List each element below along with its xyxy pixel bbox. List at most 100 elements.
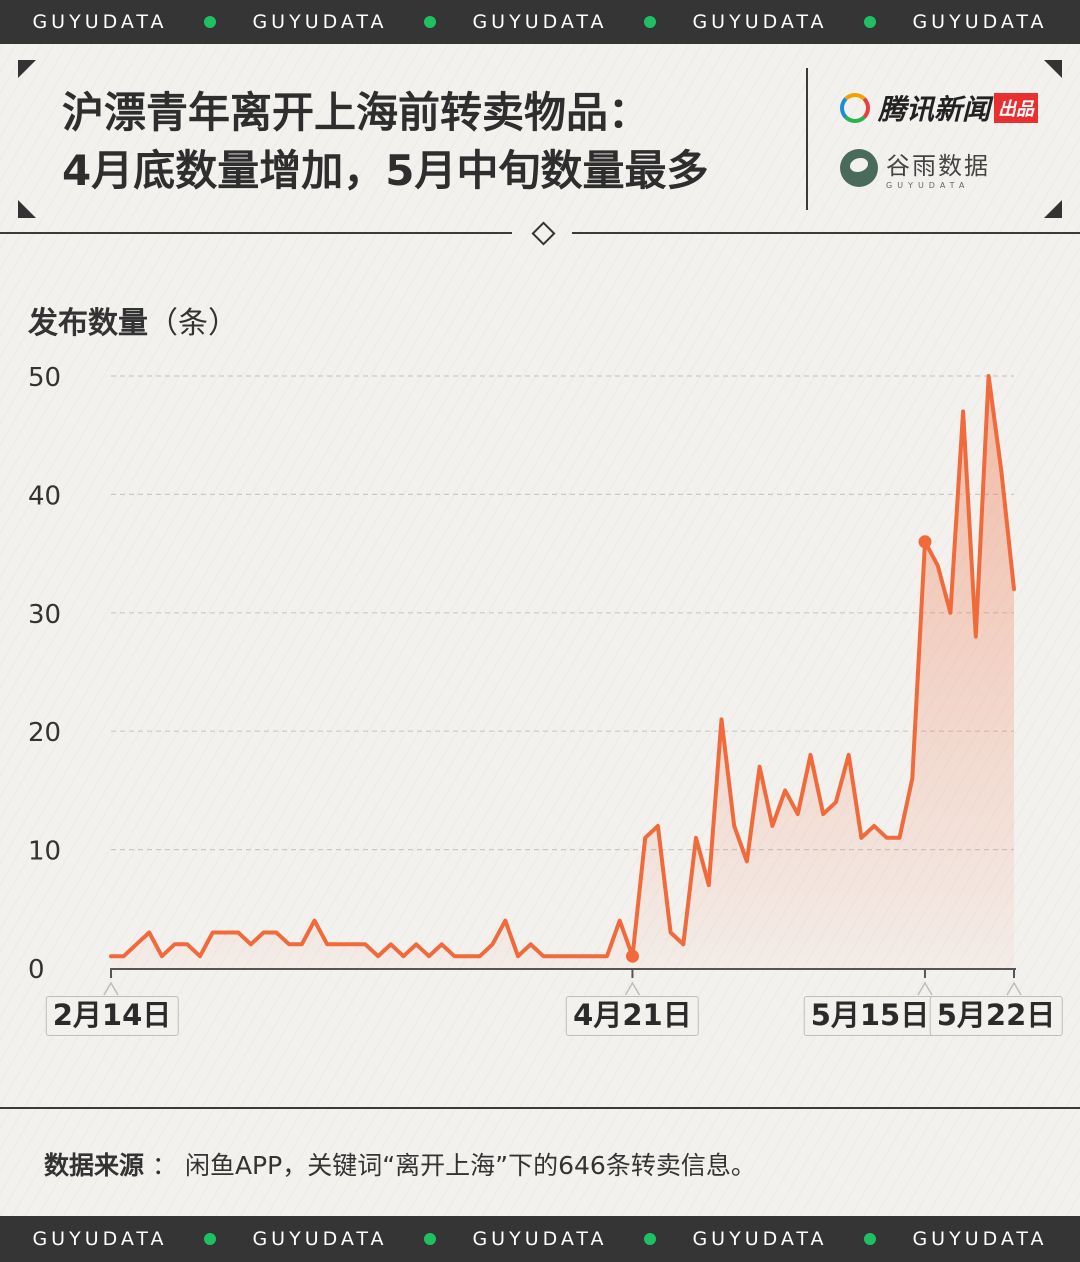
data-point — [783, 788, 787, 792]
data-point — [821, 812, 825, 816]
corner-mark — [1044, 60, 1062, 78]
publisher2-name: 谷雨数据 — [886, 152, 990, 180]
section-divider-left — [0, 232, 512, 234]
brand-band-text: GUYUDATA — [912, 1228, 1048, 1250]
y-tick-label: 20 — [28, 718, 61, 748]
corner-mark — [18, 60, 36, 78]
header-divider — [806, 68, 808, 210]
data-point — [465, 954, 469, 958]
footer-divider — [0, 1107, 1080, 1109]
area-fill — [111, 376, 1014, 968]
brand-band-dot — [424, 16, 436, 28]
data-source: 数据来源 ： 闲鱼APP，关键词“离开上海”下的646条转卖信息。 — [44, 1146, 756, 1182]
data-point — [732, 824, 736, 828]
data-point — [745, 859, 749, 863]
x-label-pointer — [624, 981, 641, 996]
brand-band-text: GUYUDATA — [472, 11, 608, 33]
top-brand-band: GUYUDATA GUYUDATA GUYUDATA GUYUDATA GUYU… — [0, 0, 1080, 44]
publisher-guyu-data: 谷雨数据 GUYUDATA — [840, 146, 990, 190]
data-point — [770, 824, 774, 828]
brand-band-text: GUYUDATA — [692, 1228, 828, 1250]
publisher-tencent-news: 腾讯新闻 出品 — [840, 88, 1039, 128]
brand-band-text: GUYUDATA — [692, 11, 828, 33]
data-point — [134, 942, 138, 946]
brand-band-dot — [204, 1233, 216, 1245]
publisher1-name: 腾讯新闻 — [878, 93, 991, 126]
data-point — [987, 374, 991, 378]
bottom-brand-band: GUYUDATA GUYUDATA GUYUDATA GUYUDATA GUYU… — [0, 1216, 1080, 1262]
header: 沪漂青年离开上海前转卖物品： 4月底数量增加，5月中旬数量最多 腾讯新闻 出品 … — [0, 44, 1080, 234]
chart-title: 沪漂青年离开上海前转卖物品： 4月底数量增加，5月中旬数量最多 — [62, 84, 802, 200]
data-point — [249, 942, 253, 946]
brand-band-text: GUYUDATA — [912, 11, 1048, 33]
data-point — [236, 931, 240, 935]
highlight-point — [918, 535, 932, 549]
x-label-pointer — [1006, 981, 1022, 996]
data-point — [694, 836, 698, 840]
data-point — [185, 942, 189, 946]
data-point — [122, 954, 126, 958]
x-tick-label: 5月15日 — [803, 996, 937, 1036]
data-point — [1012, 587, 1016, 591]
title-line-2: 4月底数量增加，5月中旬数量最多 — [62, 146, 709, 195]
data-point — [262, 931, 266, 935]
data-point — [834, 800, 838, 804]
data-point — [402, 954, 406, 958]
data-point — [224, 931, 228, 935]
y-tick-label: 30 — [28, 600, 61, 630]
data-point — [847, 753, 851, 757]
data-point — [503, 919, 507, 923]
data-point — [936, 563, 940, 567]
data-point — [427, 954, 431, 958]
data-point — [529, 942, 533, 946]
brand-band-dot — [644, 16, 656, 28]
brand-band-text: GUYUDATA — [252, 11, 388, 33]
data-point — [351, 942, 355, 946]
data-point — [274, 931, 278, 935]
source-text: 闲鱼APP，关键词“离开上海”下的646条转卖信息。 — [184, 1151, 756, 1180]
data-point — [414, 942, 418, 946]
x-tick-label: 5月22日 — [929, 996, 1063, 1036]
data-point — [173, 942, 177, 946]
data-point — [580, 954, 584, 958]
data-point — [363, 942, 367, 946]
data-point — [376, 954, 380, 958]
data-point — [999, 469, 1003, 473]
brand-band-text: GUYUDATA — [32, 11, 168, 33]
y-tick-label: 10 — [28, 837, 61, 867]
y-axis-title: 发布数量（条） — [28, 298, 238, 342]
guyu-bird-logo-icon — [840, 149, 878, 187]
brand-band-dot — [644, 1233, 656, 1245]
data-point — [618, 919, 622, 923]
data-point — [211, 931, 215, 935]
data-point — [961, 410, 965, 414]
brand-band-text: GUYUDATA — [252, 1228, 388, 1250]
y-tick-label: 50 — [28, 363, 61, 393]
tencent-news-logo-icon — [840, 93, 870, 123]
data-point — [109, 954, 113, 958]
data-point — [325, 942, 329, 946]
data-point — [643, 836, 647, 840]
data-point — [313, 919, 317, 923]
highlight-point — [626, 949, 639, 963]
data-point — [554, 954, 558, 958]
data-point — [287, 942, 291, 946]
publisher1-tag: 出品 — [994, 93, 1039, 123]
x-label-pointer — [103, 981, 119, 996]
data-point — [707, 883, 711, 887]
data-point — [758, 765, 762, 769]
source-separator: ： — [151, 1151, 177, 1180]
data-point — [796, 812, 800, 816]
brand-band-dot — [424, 1233, 436, 1245]
data-point — [720, 717, 724, 721]
data-point — [681, 942, 685, 946]
brand-band-dot — [864, 1233, 876, 1245]
y-tick-label: 0 — [28, 955, 45, 985]
x-tick-label: 2月14日 — [45, 996, 179, 1036]
data-point — [948, 611, 952, 615]
corner-mark — [18, 200, 36, 218]
data-point — [147, 931, 151, 935]
data-point — [160, 954, 164, 958]
title-line-1: 沪漂青年离开上海前转卖物品： — [62, 88, 651, 137]
